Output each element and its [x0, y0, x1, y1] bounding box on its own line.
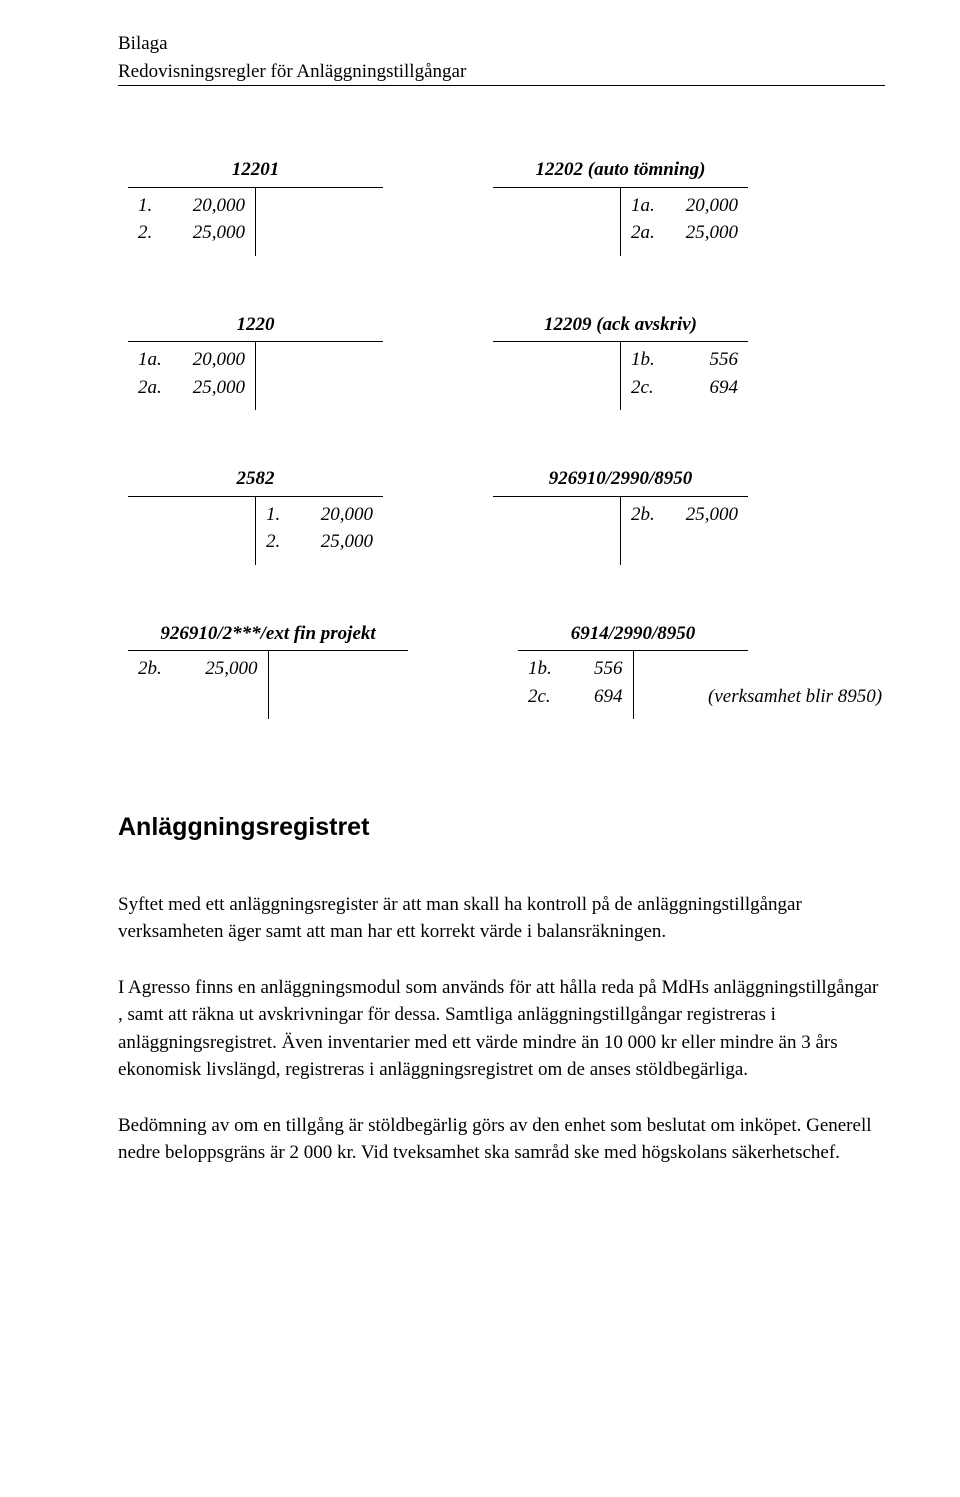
credit-column: 1b.5562c.694 [621, 342, 748, 410]
t-account-entry: 2c.694 [631, 374, 738, 402]
paragraph-1: Syftet med ett anläggningsregister är at… [118, 891, 885, 946]
t-account-body: 1.20,0002.25,000 [128, 497, 383, 565]
header-line-2: Redovisningsregler för Anläggningstillgå… [118, 58, 885, 86]
debit-column [493, 497, 621, 565]
t-account: 926910/2***/ext fin projekt 2b.25,000 [128, 620, 408, 720]
t-account-title: 926910/2***/ext fin projekt [128, 620, 408, 652]
t-account-body: 1.20,0002.25,000 [128, 188, 383, 256]
debit-column [493, 342, 621, 410]
t-account-title: 2582 [128, 465, 383, 497]
t-account-title: 926910/2990/8950 [493, 465, 748, 497]
t-account-entry: 1.20,000 [266, 501, 373, 529]
debit-column [493, 188, 621, 256]
paragraph-3: Bedömning av om en tillgång är stöldbegä… [118, 1112, 885, 1167]
page-header: Bilaga Redovisningsregler för Anläggning… [118, 30, 885, 86]
t-account-row: 926910/2***/ext fin projekt 2b.25,000 6914… [128, 620, 885, 720]
t-account-title: 1220 [128, 311, 383, 343]
t-account-row: 25821.20,0002.25,000926910/2990/89502b.2… [128, 465, 885, 565]
t-account: 25821.20,0002.25,000 [128, 465, 383, 565]
t-account-entry: 1a.20,000 [631, 192, 738, 220]
t-account-title: 12202 (auto tömning) [493, 156, 748, 188]
t-account-body: 1b.5562c.694 [493, 342, 748, 410]
t-account: 122011.20,0002.25,000 [128, 156, 383, 256]
debit-column: 2b.25,000 [128, 651, 269, 719]
t-account-entry: 2.25,000 [266, 528, 373, 556]
t-account-title: 12201 [128, 156, 383, 188]
t-account-entry: 2a.25,000 [138, 374, 245, 402]
t-account: 12209 (ack avskriv)1b.5562c.694 [493, 311, 748, 411]
t-account-note: (verksamhet blir 8950) [708, 683, 882, 711]
t-account-body: 1a.20,0002a.25,000 [128, 342, 383, 410]
t-account-entry: 1.20,000 [138, 192, 245, 220]
t-account-row: 122011.20,0002.25,00012202 (auto tömning… [128, 156, 885, 256]
t-account-entry: 2b.25,000 [138, 655, 258, 683]
debit-column: 1.20,0002.25,000 [128, 188, 256, 256]
credit-column: 2b.25,000 [621, 497, 748, 565]
t-account-entry: 2c.694 [528, 683, 623, 711]
credit-column [256, 188, 383, 256]
credit-column [256, 342, 383, 410]
header-line-1: Bilaga [118, 30, 885, 58]
t-account-entry: 1b.556 [528, 655, 623, 683]
t-account-entry: 2b.25,000 [631, 501, 738, 529]
body-text: Syftet med ett anläggningsregister är at… [118, 891, 885, 1167]
paragraph-2: I Agresso finns en anläggningsmodul som … [118, 974, 885, 1084]
debit-column: 1b.5562c.694 [518, 651, 634, 719]
t-accounts-section: 122011.20,0002.25,00012202 (auto tömning… [128, 156, 885, 719]
t-account-entry: 1b.556 [631, 346, 738, 374]
credit-column [269, 651, 409, 719]
t-account-entry: 1a.20,000 [138, 346, 245, 374]
t-account-title: 12209 (ack avskriv) [493, 311, 748, 343]
debit-column: 1a.20,0002a.25,000 [128, 342, 256, 410]
t-account-body: 1a.20,0002a.25,000 [493, 188, 748, 256]
t-account-entry: 2a.25,000 [631, 219, 738, 247]
t-account-title: 6914/2990/8950 [518, 620, 748, 652]
t-account-body: 2b.25,000 [493, 497, 748, 565]
t-account: 12202 (auto tömning)1a.20,0002a.25,000 [493, 156, 748, 256]
credit-column: 1a.20,0002a.25,000 [621, 188, 748, 256]
t-account: 6914/2990/89501b.5562c.694(verksamhet bl… [518, 620, 748, 720]
t-account-row: 12201a.20,0002a.25,00012209 (ack avskriv… [128, 311, 885, 411]
credit-column: 1.20,0002.25,000 [256, 497, 383, 565]
t-account: 926910/2990/8950 2b.25,000 [493, 465, 748, 565]
t-account-body: 2b.25,000 [128, 651, 408, 719]
section-heading: Anläggningsregistret [118, 809, 885, 845]
debit-column [128, 497, 256, 565]
t-account-entry: 2.25,000 [138, 219, 245, 247]
t-account: 12201a.20,0002a.25,000 [128, 311, 383, 411]
